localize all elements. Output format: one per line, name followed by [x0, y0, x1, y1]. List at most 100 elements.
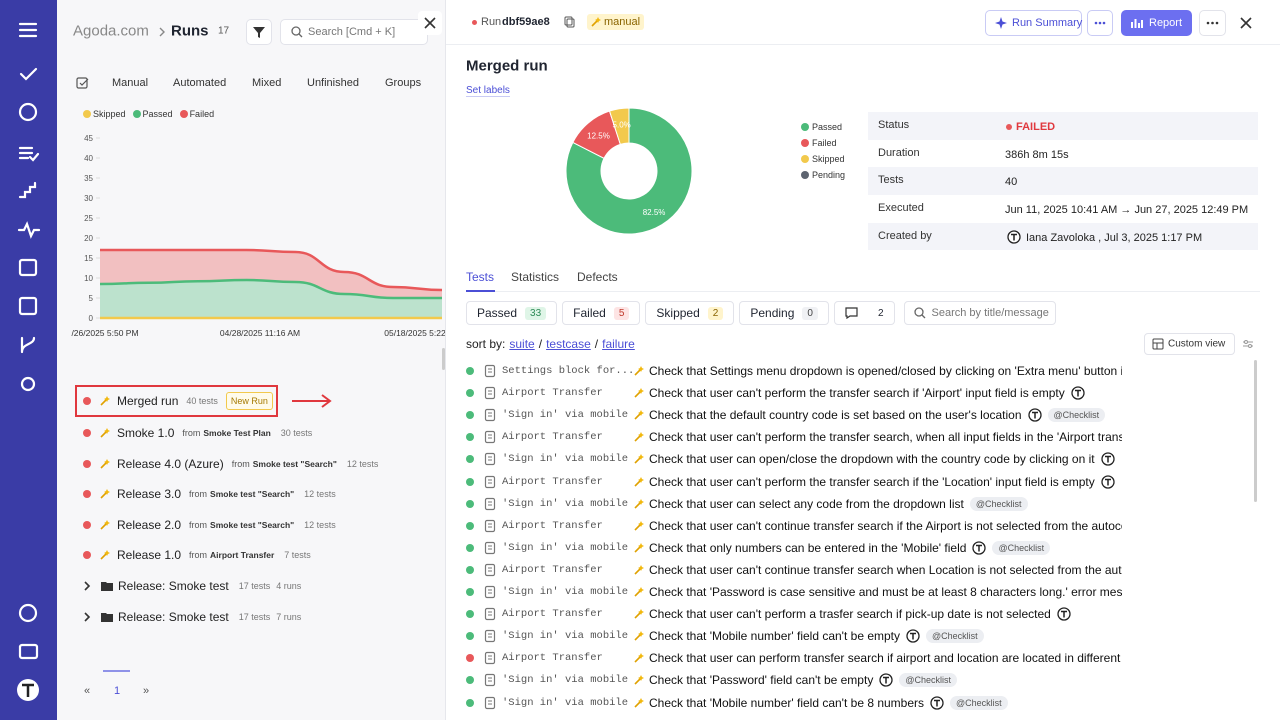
more-button[interactable] — [1087, 10, 1113, 36]
help-icon[interactable] — [20, 605, 36, 621]
test-title: Check that only numbers can be entered i… — [649, 541, 966, 555]
test-doc-icon — [484, 651, 496, 665]
test-suite: 'Sign in' via mobile — [502, 630, 632, 642]
run-name[interactable]: Smoke 1.0 — [117, 426, 174, 440]
test-search-box[interactable]: Search by title/message — [904, 301, 1056, 325]
icon-part — [1241, 18, 1251, 28]
run-source: Smoke Test Plan — [203, 428, 270, 438]
close-button[interactable] — [1235, 12, 1257, 34]
filter-pill[interactable]: Passed33 — [466, 301, 557, 325]
assignee-avatar — [930, 696, 944, 710]
icon-part — [488, 369, 492, 372]
status-dot — [466, 433, 474, 441]
test-tag: @Checklist — [992, 541, 1050, 555]
pagination-item[interactable]: « — [84, 685, 90, 697]
detail-label: Status — [878, 119, 909, 131]
run-from-label: from — [232, 459, 250, 469]
set-labels-link[interactable]: Set labels — [466, 85, 510, 97]
detail-tab[interactable]: Tests — [466, 270, 494, 284]
more-button[interactable] — [1199, 10, 1226, 36]
test-title: Check that 'Password is case sensitive a… — [649, 585, 1122, 599]
comments-count: 2 — [878, 308, 884, 319]
wand-icon — [632, 563, 646, 577]
test-row[interactable]: Airport TransferCheck that user can't pe… — [466, 427, 1122, 447]
icon-part — [486, 564, 495, 575]
test-doc-icon — [484, 408, 496, 422]
filter-pill[interactable]: Pending0 — [739, 301, 829, 325]
status-dot — [466, 610, 474, 618]
icon-part — [488, 612, 492, 615]
test-row[interactable]: 'Sign in' via mobileCheck that 'Password… — [466, 582, 1122, 602]
sort-label: sort by: — [466, 337, 505, 351]
pagination-item[interactable]: » — [143, 685, 149, 697]
y-tick-label: 15 — [84, 254, 93, 263]
run-from-label: from — [182, 428, 200, 438]
wand-icon — [632, 430, 646, 444]
icon-part — [1245, 341, 1248, 344]
test-row[interactable]: 'Sign in' via mobileCheck that only numb… — [466, 538, 1122, 558]
test-row[interactable]: 'Sign in' via mobileCheck that 'Mobile n… — [466, 693, 1122, 713]
custom-view-button[interactable]: Custom view — [1144, 333, 1235, 355]
test-row[interactable]: 'Sign in' via mobileCheck that 'Mobile n… — [466, 626, 1122, 646]
settings-icon — [1242, 338, 1254, 350]
test-row[interactable]: 'Sign in' via mobileCheck that the defau… — [466, 405, 1122, 425]
comments-filter[interactable]: 2 — [834, 301, 895, 325]
test-row[interactable]: Airport TransferCheck that user can't pe… — [466, 604, 1122, 624]
run-name[interactable]: Release 4.0 (Azure) — [117, 457, 224, 471]
sort-option[interactable]: suite — [509, 337, 534, 351]
test-row[interactable]: Airport TransferCheck that user can't co… — [466, 516, 1122, 536]
icon-part — [488, 413, 492, 416]
run-name[interactable]: Release 1.0 — [117, 548, 181, 562]
test-row[interactable]: Airport TransferCheck that user can perf… — [466, 648, 1122, 668]
filter-pill[interactable]: Failed5 — [562, 301, 640, 325]
status-dot — [466, 522, 474, 530]
icon-part — [995, 17, 1007, 29]
wand-icon — [632, 629, 646, 643]
donut-chart: 82.5%12.5%5.0% — [559, 101, 699, 241]
pagination-item[interactable]: 1 — [114, 685, 120, 697]
copy-icon — [564, 16, 576, 28]
report-button[interactable]: Report — [1121, 10, 1192, 36]
test-doc-icon — [484, 452, 496, 466]
wand-icon — [632, 475, 646, 489]
expand-icon — [82, 612, 92, 622]
run-summary-button[interactable]: Run Summary — [985, 10, 1082, 36]
test-row[interactable]: Airport TransferCheck that user can't pe… — [466, 383, 1122, 403]
group-runs: 4 runs — [276, 581, 301, 591]
detail-tab[interactable]: Defects — [577, 270, 618, 284]
filter-count: 5 — [614, 307, 630, 320]
test-suite: Airport Transfer — [502, 476, 632, 488]
x-tick-label: /26/2025 5:50 PM — [71, 328, 138, 338]
sort-option[interactable]: failure — [602, 337, 635, 351]
highlight-box — [75, 385, 278, 417]
test-row[interactable]: Airport TransferCheck that user can't pe… — [466, 472, 1122, 492]
detail-tab[interactable]: Statistics — [511, 270, 559, 284]
filter-label: Pending — [750, 306, 794, 320]
test-row[interactable]: 'Sign in' via mobileCheck that 'Password… — [466, 670, 1122, 690]
test-row[interactable]: Settings block for...Check that Settings… — [466, 361, 1122, 381]
group-name[interactable]: Release: Smoke test — [118, 579, 229, 593]
y-tick-label: 45 — [84, 134, 93, 143]
icon-part — [846, 308, 857, 318]
test-row[interactable]: 'Sign in' via mobileCheck that user can … — [466, 449, 1122, 469]
wand-icon — [632, 386, 646, 400]
scrollbar — [442, 348, 445, 370]
tabs-divider — [466, 291, 1260, 292]
test-row[interactable]: 'Sign in' via mobileCheck that user can … — [466, 494, 1122, 514]
group-name[interactable]: Release: Smoke test — [118, 610, 229, 624]
test-row[interactable]: Airport TransferCheck that user can't co… — [466, 560, 1122, 580]
projects-icon[interactable] — [20, 645, 37, 658]
run-name[interactable]: Release 2.0 — [117, 518, 181, 532]
icon-part — [486, 653, 495, 664]
sort-option[interactable]: testcase — [546, 337, 591, 351]
icon-part — [486, 697, 495, 708]
run-name[interactable]: Release 3.0 — [117, 487, 181, 501]
test-suite: Airport Transfer — [502, 652, 632, 664]
icon-part — [486, 520, 495, 531]
group-runs: 7 runs — [276, 612, 301, 622]
filter-pill[interactable]: Skipped2 — [645, 301, 734, 325]
status-dot — [466, 500, 474, 508]
settings-icon[interactable] — [22, 378, 34, 390]
